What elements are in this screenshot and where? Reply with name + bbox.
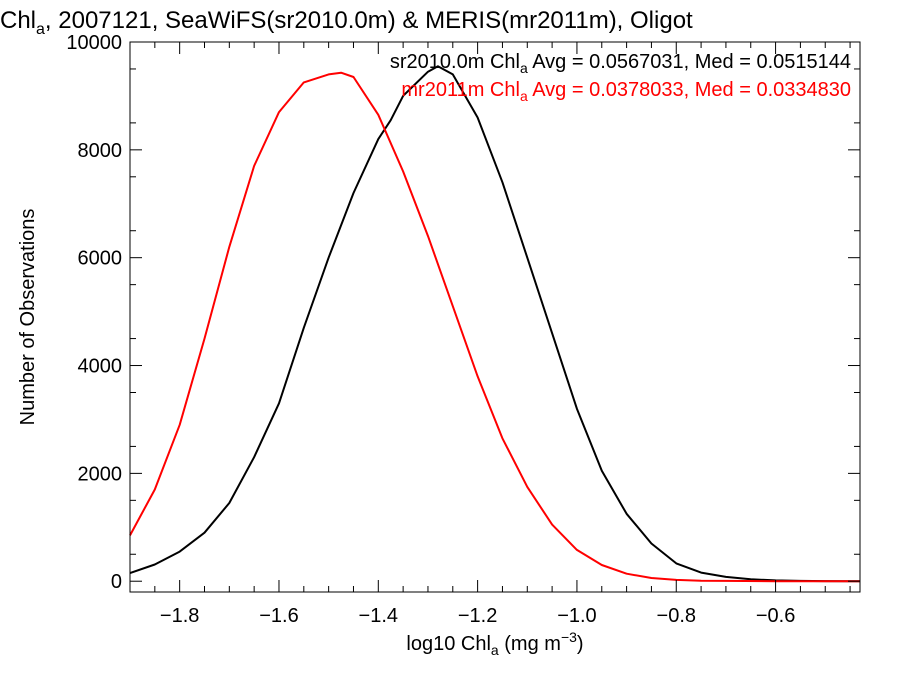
y-tick-label: 0 [111,571,122,593]
legend-entry-stats: Avg = 0.0378033, Med = 0.0334830 [528,79,851,101]
legend-entry-sr2010.0m: sr2010.0m Chla Avg = 0.0567031, Med = 0.… [390,51,851,76]
y-tick-label: 4000 [78,356,123,378]
x-tick-label: −1.4 [359,605,398,627]
legend-entry-subscript: a [520,60,528,76]
y-tick-label: 6000 [78,248,123,270]
x-axis-label: log10 Chla (mg m−3) [406,629,583,658]
legend-entry-stats: Avg = 0.0567031, Med = 0.0515144 [528,51,851,73]
series-line-sr2010.0m [129,65,861,583]
legend-entry-label: sr2010.0m Chl [390,51,520,73]
x-axis-label-subscript: a [491,642,499,658]
chart-title-subscript: a [36,21,45,38]
y-tick-label: 2000 [78,463,123,485]
x-axis-label-superscript: −3 [561,629,577,645]
legend-entry-label: mr2011m Chl [401,79,520,101]
y-tick-label: 8000 [78,140,123,162]
chart-title: Chla, 2007121, SeaWiFS(sr2010.0m) & MERI… [0,7,693,38]
legend-entry-subscript: a [520,88,528,104]
x-tick-label: −1.0 [557,605,596,627]
x-axis-label-main: log10 Chl [406,633,491,655]
x-axis-label-close: ) [577,633,584,655]
y-tick-label: 10000 [66,32,122,54]
x-tick-label: −1.2 [458,605,497,627]
x-tick-label: −0.8 [657,605,696,627]
chart-title-rest: , 2007121, SeaWiFS(sr2010.0m) & MERIS(mr… [45,7,693,34]
series-line-mr2011m [129,71,860,583]
x-tick-label: −0.6 [756,605,795,627]
x-tick-label: −1.8 [160,605,199,627]
chart-title-main: Chl [0,7,36,34]
plot-frame [129,41,861,593]
x-tick-label: −1.6 [259,605,298,627]
y-axis-label: Number of Observations [17,209,39,426]
legend-entry-mr2011m: mr2011m Chla Avg = 0.0378033, Med = 0.03… [401,79,851,104]
x-axis-label-units: (mg m [499,633,561,655]
